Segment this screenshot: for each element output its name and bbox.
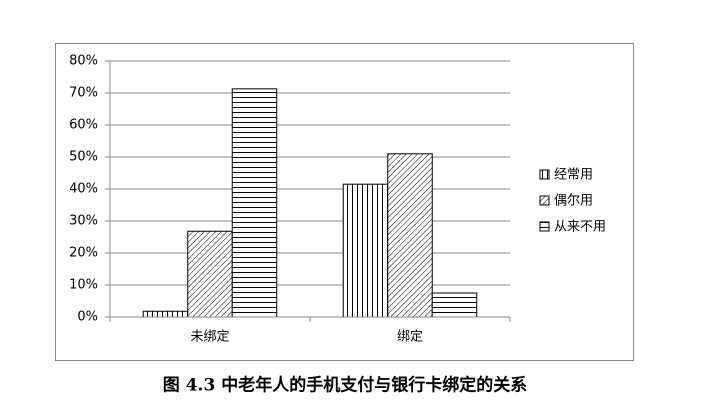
y-tick-label: 0%: [77, 310, 98, 325]
bar: [142, 310, 189, 318]
legend-swatch: [539, 221, 550, 232]
bar: [387, 153, 433, 318]
y-tick-label: 30%: [69, 214, 98, 229]
legend-swatch: [539, 195, 550, 206]
y-tick-label: 60%: [69, 118, 98, 133]
legend-label: 从来不用: [554, 220, 606, 235]
x-tick-label: 未绑定: [190, 330, 229, 345]
y-tick-label: 20%: [69, 246, 98, 261]
bar: [231, 88, 278, 318]
bar: [187, 230, 233, 318]
y-tick-label: 10%: [69, 278, 98, 293]
y-tick-label: 50%: [69, 150, 98, 165]
bar: [431, 292, 478, 318]
legend-label: 偶尔用: [554, 194, 593, 209]
legend-label: 经常用: [554, 168, 593, 183]
bar: [342, 183, 389, 318]
chart-title: 图 4.3 中老年人的手机支付与银行卡绑定的关系: [163, 375, 527, 396]
x-tick-label: 绑定: [397, 330, 423, 345]
y-tick-label: 80%: [69, 54, 98, 69]
legend-swatch: [539, 169, 550, 180]
y-tick-label: 40%: [69, 182, 98, 197]
y-tick-label: 70%: [69, 86, 98, 101]
